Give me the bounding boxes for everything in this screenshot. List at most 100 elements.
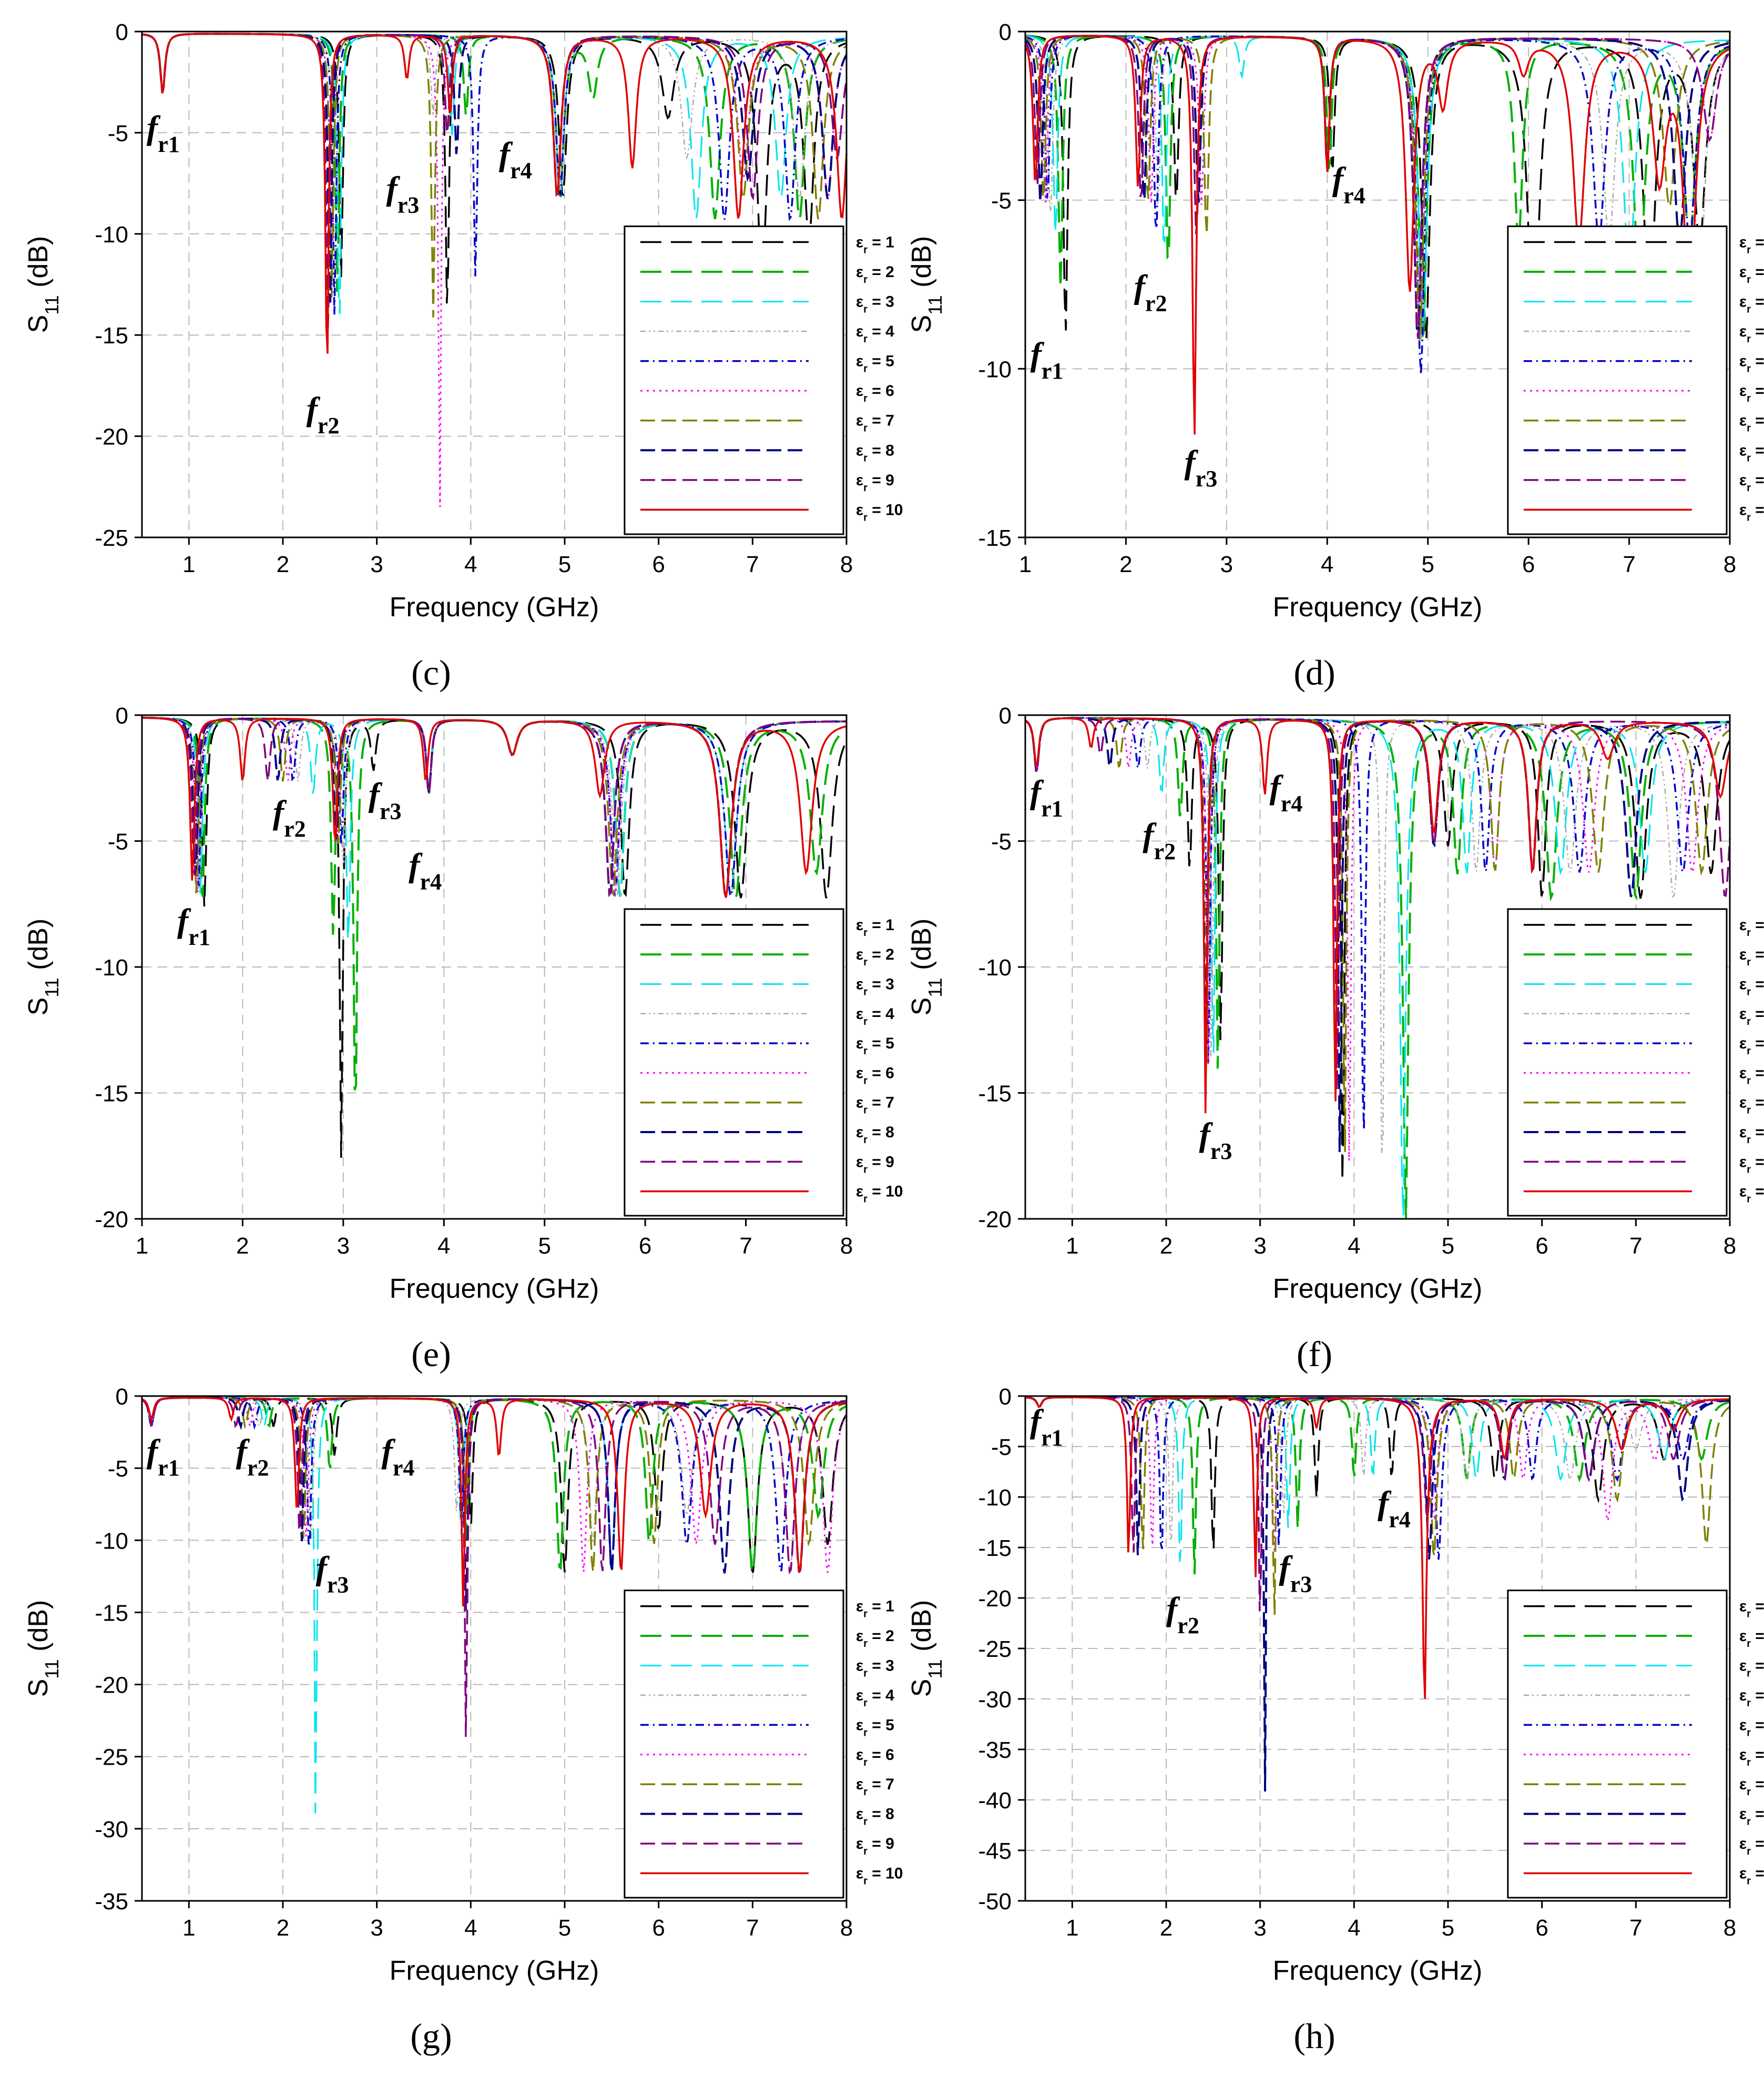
legend-label: εr = 9 — [856, 1153, 894, 1175]
panel-label: (g) — [410, 2016, 452, 2056]
legend-label: εr = 1 — [1739, 1598, 1764, 1620]
resonance-annotation: fr4 — [1270, 768, 1303, 817]
legend-label: εr = 9 — [1739, 1153, 1764, 1175]
legend-sub: r — [863, 244, 868, 256]
x-tick-label: 1 — [182, 552, 195, 577]
x-tick-label: 6 — [1535, 1233, 1548, 1259]
legend-value: = 3 — [868, 293, 894, 310]
legend-label: εr = 8 — [856, 1806, 894, 1828]
legend-label: εr = 3 — [856, 293, 894, 315]
legend-label: εr = 7 — [1739, 1776, 1764, 1798]
legend-sub: r — [1747, 303, 1751, 315]
series-line — [1025, 717, 1730, 1153]
x-tick-label: 3 — [337, 1233, 350, 1259]
legend-sub: r — [863, 333, 868, 345]
legend-label: εr = 6 — [856, 382, 894, 404]
legend-label: εr = 10 — [1739, 1865, 1764, 1887]
series-line — [141, 1397, 847, 1573]
y-axis-label-sub: 11 — [41, 1659, 63, 1678]
legend-sub: r — [1747, 363, 1751, 375]
legend-label: εr = 3 — [1739, 1657, 1764, 1679]
x-tick-label: 6 — [639, 1233, 651, 1259]
y-axis-label-main: S — [906, 315, 937, 333]
legend-sub: r — [1747, 512, 1751, 523]
legend-eps: ε — [856, 1153, 863, 1170]
legend-sub: r — [863, 274, 868, 286]
y-tick-label: -10 — [95, 222, 128, 248]
annotation-sub: r3 — [327, 1572, 349, 1597]
y-tick-label: -20 — [95, 424, 128, 450]
annotation-sub: r4 — [1343, 182, 1365, 208]
legend-value: = 7 — [1751, 412, 1764, 430]
legend-label: εr = 8 — [1739, 1806, 1764, 1828]
resonance-annotation: fr3 — [316, 1549, 349, 1597]
legend-label: εr = 7 — [1739, 1094, 1764, 1116]
annotation-sub: r4 — [393, 1455, 415, 1481]
y-tick-label: -15 — [95, 1600, 128, 1626]
y-tick-label: -25 — [978, 1636, 1012, 1662]
y-axis-label-sub: 11 — [924, 1659, 946, 1678]
legend-eps: ε — [856, 353, 863, 370]
legend-value: = 9 — [868, 1153, 894, 1170]
y-tick-label: -25 — [95, 525, 128, 551]
legend-eps: ε — [1739, 917, 1747, 934]
y-tick-label: 0 — [999, 1384, 1012, 1410]
y-tick-label: -25 — [95, 1745, 128, 1770]
legend-label: εr = 2 — [856, 946, 894, 968]
legend-value: = 1 — [868, 917, 894, 934]
legend-label: εr = 5 — [1739, 1035, 1764, 1057]
legend-sub: r — [863, 1727, 868, 1738]
legend-value: = 1 — [868, 1598, 894, 1615]
series-line — [1025, 35, 1730, 341]
legend-label: εr = 9 — [1739, 472, 1764, 494]
series-line — [142, 717, 847, 898]
x-tick-label: 3 — [1253, 1233, 1266, 1259]
legend-eps: ε — [856, 1183, 863, 1200]
legend-value: = 5 — [868, 1716, 894, 1734]
x-tick-label: 4 — [1348, 1233, 1360, 1259]
legend-value: = 3 — [868, 1657, 894, 1674]
legend-sub: r — [1747, 1667, 1751, 1679]
legend-label: εr = 10 — [856, 501, 903, 523]
x-tick-label: 4 — [464, 1915, 477, 1941]
legend-eps: ε — [1739, 472, 1747, 489]
x-tick-label: 5 — [538, 1233, 550, 1259]
y-tick-label: -40 — [978, 1788, 1012, 1814]
legend-eps: ε — [856, 263, 863, 281]
legend-value: = 1 — [868, 233, 894, 251]
x-tick-label: 3 — [370, 552, 383, 577]
x-tick-label: 4 — [1348, 1915, 1360, 1941]
y-tick-label: -5 — [108, 1456, 128, 1482]
y-axis-label-sub: 11 — [41, 978, 63, 997]
x-tick-label: 8 — [1724, 1915, 1736, 1941]
x-tick-label: 8 — [840, 1915, 853, 1941]
legend-eps: ε — [856, 1627, 863, 1645]
resonance-annotation: fr2 — [273, 793, 306, 842]
legend-box — [624, 908, 844, 1217]
x-axis-label: Frequency (GHz) — [1273, 592, 1483, 623]
x-tick-label: 4 — [1321, 552, 1333, 577]
legend-value: = 4 — [1751, 323, 1764, 340]
chart-panel-c: 1 2 3 4 5 6 7 8 0 -5 -10 -15 -20 -25 Frequency (GHz) S1… — [23, 19, 903, 693]
legend-eps: ε — [856, 1598, 863, 1615]
x-tick-label: 1 — [182, 1915, 195, 1941]
legend-sub: r — [1747, 1134, 1751, 1146]
legend-sub: r — [1747, 1697, 1751, 1709]
legend-sub: r — [1747, 1608, 1751, 1620]
y-tick-label: 0 — [999, 19, 1012, 45]
resonance-annotation: fr4 — [409, 847, 442, 895]
legend-eps: ε — [1739, 1124, 1747, 1141]
legend-sub: r — [863, 303, 868, 315]
legend-label: εr = 2 — [1739, 1627, 1764, 1650]
legend-value: = 9 — [1751, 1835, 1764, 1852]
y-axis-label-main: S — [23, 1679, 54, 1697]
y-tick-label: -20 — [978, 1586, 1012, 1612]
legend-eps: ε — [856, 1835, 863, 1852]
x-tick-label: 2 — [1160, 1233, 1172, 1259]
x-axis-label: Frequency (GHz) — [390, 592, 599, 623]
legend-eps: ε — [1739, 975, 1747, 993]
annotation-sub: r2 — [1145, 290, 1167, 316]
x-tick-label: 8 — [840, 552, 853, 577]
legend-value: = 8 — [1751, 442, 1764, 459]
legend-sub: r — [1747, 1164, 1751, 1175]
